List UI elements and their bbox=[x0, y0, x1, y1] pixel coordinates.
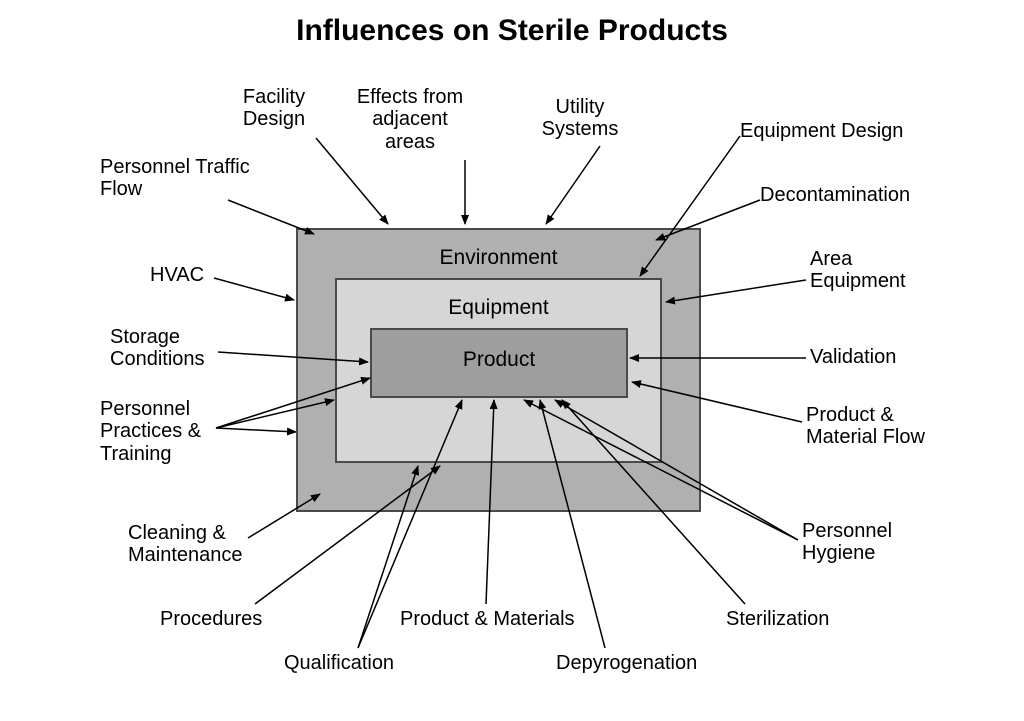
influence-product-materials: Product & Materials bbox=[400, 608, 575, 630]
influence-sterilization: Sterilization bbox=[726, 608, 829, 630]
arrow-hvac bbox=[214, 278, 294, 300]
influence-product-material-flow: Product & Material Flow bbox=[806, 404, 925, 449]
product-box: Product bbox=[370, 328, 628, 398]
equipment-label: Equipment bbox=[337, 296, 660, 320]
influence-depyrogenation: Depyrogenation bbox=[556, 652, 697, 674]
influence-area-equipment: Area Equipment bbox=[810, 248, 906, 293]
influence-decontamination: Decontamination bbox=[760, 184, 910, 206]
arrow-personnel-practices bbox=[216, 428, 296, 432]
influence-personnel-hygiene: Personnel Hygiene bbox=[802, 520, 892, 565]
influence-storage-conditions: Storage Conditions bbox=[110, 326, 205, 371]
influence-personnel-traffic-flow: Personnel Traffic Flow bbox=[100, 156, 250, 201]
influence-procedures: Procedures bbox=[160, 608, 262, 630]
diagram-title: Influences on Sterile Products bbox=[0, 14, 1024, 48]
influence-hvac: HVAC bbox=[150, 264, 204, 286]
influence-personnel-practices: Personnel Practices & Training bbox=[100, 398, 201, 465]
influence-equipment-design: Equipment Design bbox=[740, 120, 903, 142]
product-label: Product bbox=[372, 348, 626, 372]
arrow-utility-systems bbox=[546, 146, 600, 224]
influence-qualification: Qualification bbox=[284, 652, 394, 674]
diagram-stage: Influences on Sterile Products Environme… bbox=[0, 0, 1024, 721]
influence-utility-systems: Utility Systems bbox=[460, 96, 700, 141]
influence-validation: Validation bbox=[810, 346, 896, 368]
environment-label: Environment bbox=[298, 246, 699, 270]
influence-cleaning-maintenance: Cleaning & Maintenance bbox=[128, 522, 243, 567]
